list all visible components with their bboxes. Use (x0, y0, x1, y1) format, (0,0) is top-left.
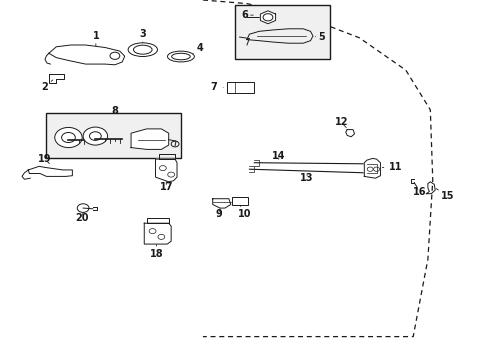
Text: 5: 5 (315, 32, 325, 42)
Polygon shape (155, 159, 177, 182)
Circle shape (55, 127, 82, 148)
Bar (227, 82, 254, 93)
Polygon shape (28, 166, 72, 176)
Text: 8: 8 (111, 105, 118, 116)
Text: 1: 1 (92, 31, 99, 46)
Text: 15: 15 (435, 189, 454, 201)
Text: 13: 13 (300, 173, 313, 183)
Text: 20: 20 (75, 212, 89, 223)
Text: 7: 7 (210, 82, 223, 93)
Polygon shape (364, 158, 380, 178)
Bar (234, 5, 329, 59)
Text: 18: 18 (149, 245, 163, 259)
Text: 12: 12 (334, 117, 347, 127)
Polygon shape (144, 223, 171, 244)
Bar (232, 197, 247, 205)
Text: 16: 16 (412, 186, 426, 197)
Text: 4: 4 (193, 42, 203, 54)
Text: 14: 14 (271, 150, 285, 161)
Ellipse shape (133, 45, 152, 54)
Polygon shape (260, 11, 275, 24)
Text: 6: 6 (241, 10, 253, 20)
Text: 3: 3 (139, 29, 146, 42)
Polygon shape (131, 129, 168, 149)
Text: 19: 19 (38, 154, 52, 164)
Circle shape (83, 127, 107, 145)
Bar (46, 113, 181, 158)
Ellipse shape (171, 53, 190, 60)
Text: 10: 10 (237, 205, 251, 219)
Text: 17: 17 (159, 182, 173, 192)
Text: 2: 2 (41, 80, 53, 92)
Polygon shape (212, 199, 230, 208)
Text: 9: 9 (215, 209, 222, 219)
Text: 11: 11 (382, 162, 402, 172)
